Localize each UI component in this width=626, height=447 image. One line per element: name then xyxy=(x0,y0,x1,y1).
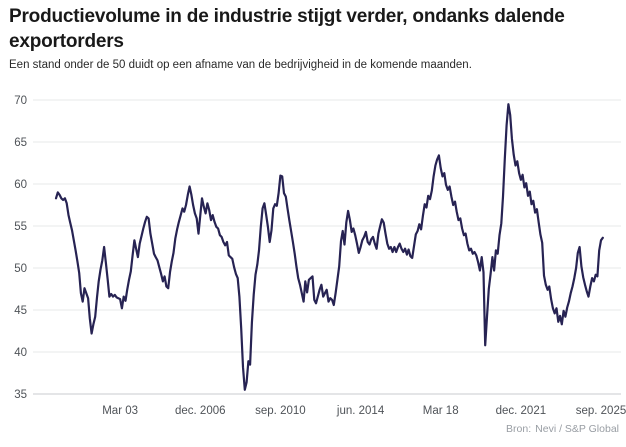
x-axis-tick-label: sep. 2025 xyxy=(576,405,626,417)
x-axis-tick-label: sep. 2010 xyxy=(255,405,306,417)
source-label: Bron: xyxy=(506,423,532,435)
y-axis-tick-label: 45 xyxy=(14,305,27,317)
title-line-1: Productievolume in de industrie stijgt v… xyxy=(9,6,565,27)
y-axis-tick-label: 35 xyxy=(14,389,27,401)
x-axis-tick-label: dec. 2021 xyxy=(496,405,547,417)
y-axis-tick-label: 60 xyxy=(14,179,27,191)
source-text: Nevi / S&P Global xyxy=(535,423,619,435)
page-title: Productievolume in de industrie stijgt v… xyxy=(9,4,619,54)
y-axis-tick-label: 65 xyxy=(14,137,27,149)
x-axis-tick-label: jun. 2014 xyxy=(336,405,385,417)
y-axis-tick-label: 55 xyxy=(14,221,27,233)
pmi-series-line xyxy=(54,103,604,391)
x-axis-tick-label: Mar 18 xyxy=(423,405,459,417)
y-axis-tick-label: 70 xyxy=(14,95,27,107)
chart-subtitle: Een stand onder de 50 duidt op een afnam… xyxy=(9,59,472,71)
y-axis-tick-label: 50 xyxy=(14,263,27,275)
x-axis-tick-label: dec. 2006 xyxy=(175,405,226,417)
x-axis-tick-label: Mar 03 xyxy=(102,405,138,417)
title-line-2: exportorders xyxy=(9,31,124,52)
source-credit: Bron: Nevi / S&P Global xyxy=(506,423,619,435)
y-axis-tick-label: 40 xyxy=(14,347,27,359)
